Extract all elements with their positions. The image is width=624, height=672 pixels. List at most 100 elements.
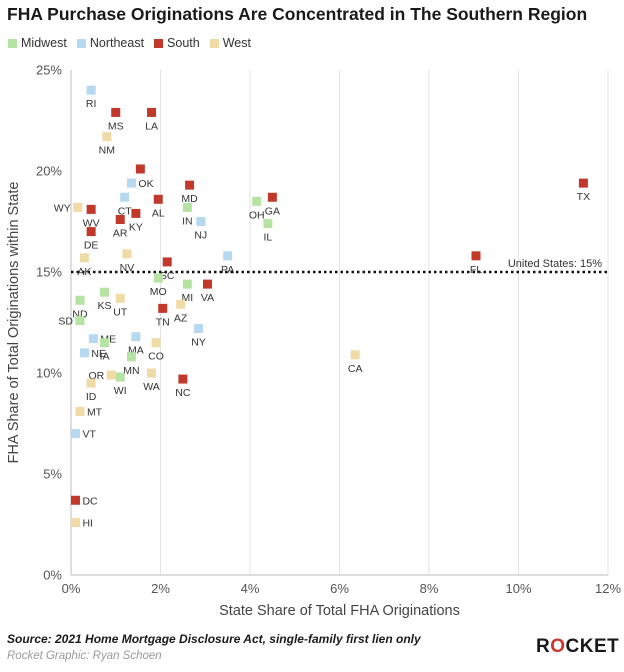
- point-label-ok: OK: [138, 178, 153, 190]
- point-ct: [120, 192, 130, 202]
- point-nd: [75, 295, 85, 305]
- y-tick-label: 5%: [43, 467, 62, 482]
- point-label-ar: AR: [113, 227, 128, 239]
- legend-item-midwest: Midwest: [8, 36, 67, 50]
- point-al: [153, 194, 163, 204]
- point-nm: [102, 132, 112, 142]
- legend: Midwest Northeast South West: [8, 36, 251, 50]
- point-id: [86, 378, 96, 388]
- point-mi: [182, 279, 192, 289]
- point-sd: [75, 315, 85, 325]
- legend-item-south: South: [154, 36, 200, 50]
- point-nc: [178, 374, 188, 384]
- legend-item-northeast: Northeast: [76, 36, 144, 50]
- point-label-ct: CT: [118, 205, 133, 217]
- point-ga: [267, 192, 277, 202]
- point-ak: [79, 253, 89, 263]
- point-la: [147, 107, 157, 117]
- point-me: [88, 334, 98, 344]
- point-label-ga: GA: [265, 205, 280, 217]
- point-label-dc: DC: [82, 495, 98, 507]
- point-label-ca: CA: [348, 363, 363, 375]
- point-md: [185, 180, 195, 190]
- legend-item-west: West: [209, 36, 251, 50]
- point-label-wi: WI: [114, 385, 127, 397]
- point-label-id: ID: [86, 391, 97, 403]
- point-ri: [86, 85, 96, 95]
- point-label-ms: MS: [108, 120, 124, 132]
- point-co: [151, 338, 161, 348]
- point-fl: [471, 251, 481, 261]
- legend-label-south: South: [167, 36, 200, 50]
- point-va: [202, 279, 212, 289]
- y-axis-title: FHA Share of Total Originations within S…: [6, 182, 22, 464]
- point-label-ks: KS: [98, 300, 112, 312]
- reference-line-label: United States: 15%: [508, 258, 602, 270]
- point-ma: [131, 332, 141, 342]
- point-ne: [79, 348, 89, 358]
- point-label-wv: WV: [83, 217, 100, 229]
- point-ky: [131, 208, 141, 218]
- point-ut: [115, 293, 125, 303]
- point-wy: [73, 202, 83, 212]
- point-label-md: MD: [181, 193, 198, 205]
- graphic-credit: Rocket Graphic: Ryan Schoen: [7, 650, 162, 662]
- point-in: [182, 202, 192, 212]
- point-ca: [350, 350, 360, 360]
- point-label-la: LA: [145, 120, 158, 132]
- point-ia: [100, 338, 110, 348]
- point-label-mn: MN: [123, 365, 139, 377]
- x-axis-title: State Share of Total FHA Originations: [219, 603, 460, 619]
- point-mt: [75, 406, 85, 416]
- point-vt: [70, 429, 80, 439]
- point-label-sc: SC: [160, 270, 175, 282]
- point-wa: [147, 368, 157, 378]
- point-tx: [578, 178, 588, 188]
- point-label-mo: MO: [150, 286, 167, 298]
- point-sc: [162, 257, 172, 267]
- legend-swatch-northeast: [76, 38, 86, 48]
- point-label-nv: NV: [120, 262, 135, 274]
- point-ar: [115, 214, 125, 224]
- point-label-ny: NY: [191, 337, 206, 349]
- x-tick-label: 6%: [330, 581, 349, 596]
- point-label-ne: NE: [91, 348, 106, 360]
- point-label-pa: PA: [221, 264, 234, 276]
- point-de: [86, 227, 96, 237]
- y-tick-label: 25%: [36, 63, 62, 78]
- point-label-ia: IA: [100, 351, 110, 363]
- legend-swatch-south: [154, 38, 164, 48]
- y-tick-label: 10%: [36, 366, 62, 381]
- point-label-tn: TN: [156, 316, 170, 328]
- source-note: Source: 2021 Home Mortgage Disclosure Ac…: [7, 632, 421, 646]
- point-label-ak: AK: [77, 266, 91, 278]
- point-pa: [223, 251, 233, 261]
- point-label-ky: KY: [129, 221, 143, 233]
- point-wi: [115, 372, 125, 382]
- point-nv: [122, 249, 132, 259]
- legend-swatch-west: [209, 38, 219, 48]
- y-tick-label: 15%: [36, 265, 62, 280]
- point-label-mt: MT: [87, 406, 103, 418]
- point-label-fl: FL: [470, 264, 482, 276]
- point-label-ri: RI: [86, 98, 97, 110]
- x-tick-label: 0%: [62, 581, 81, 596]
- point-ok: [126, 178, 136, 188]
- point-label-az: AZ: [174, 312, 188, 324]
- point-mn: [126, 352, 136, 362]
- chart-title: FHA Purchase Originations Are Concentrat…: [7, 4, 588, 24]
- point-il: [263, 219, 273, 229]
- point-dc: [70, 495, 80, 505]
- point-label-vt: VT: [82, 429, 96, 441]
- point-label-nj: NJ: [194, 230, 207, 242]
- point-tn: [135, 164, 145, 174]
- point-label-in: IN: [182, 215, 193, 227]
- legend-label-midwest: Midwest: [21, 36, 67, 50]
- point-label-nm: NM: [99, 145, 115, 157]
- point-label-sd: SD: [58, 315, 73, 327]
- point-ms: [111, 107, 121, 117]
- point-ny: [194, 324, 204, 334]
- point-az: [176, 299, 186, 309]
- point-label-de: DE: [84, 240, 99, 252]
